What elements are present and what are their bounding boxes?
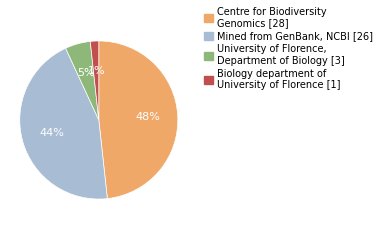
Text: 48%: 48% <box>135 112 160 122</box>
Wedge shape <box>99 41 178 198</box>
Wedge shape <box>90 41 99 120</box>
Text: 5%: 5% <box>77 68 95 78</box>
Text: 44%: 44% <box>39 128 64 138</box>
Wedge shape <box>20 48 107 199</box>
Wedge shape <box>66 42 99 120</box>
Text: 1%: 1% <box>87 66 105 76</box>
Legend: Centre for Biodiversity
Genomics [28], Mined from GenBank, NCBI [26], University: Centre for Biodiversity Genomics [28], M… <box>203 5 375 92</box>
